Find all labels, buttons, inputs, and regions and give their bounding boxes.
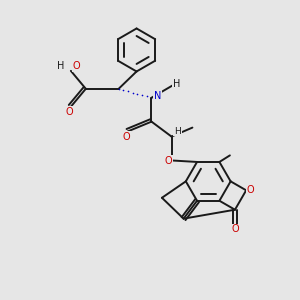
Text: O: O (231, 224, 239, 234)
Text: H: H (174, 127, 181, 136)
Text: O: O (72, 61, 80, 71)
Text: O: O (165, 156, 172, 166)
Text: O: O (66, 107, 73, 117)
Text: N: N (154, 91, 161, 101)
Text: O: O (122, 132, 130, 142)
Text: H: H (173, 79, 180, 89)
Text: O: O (247, 185, 254, 195)
Text: H: H (57, 61, 64, 71)
